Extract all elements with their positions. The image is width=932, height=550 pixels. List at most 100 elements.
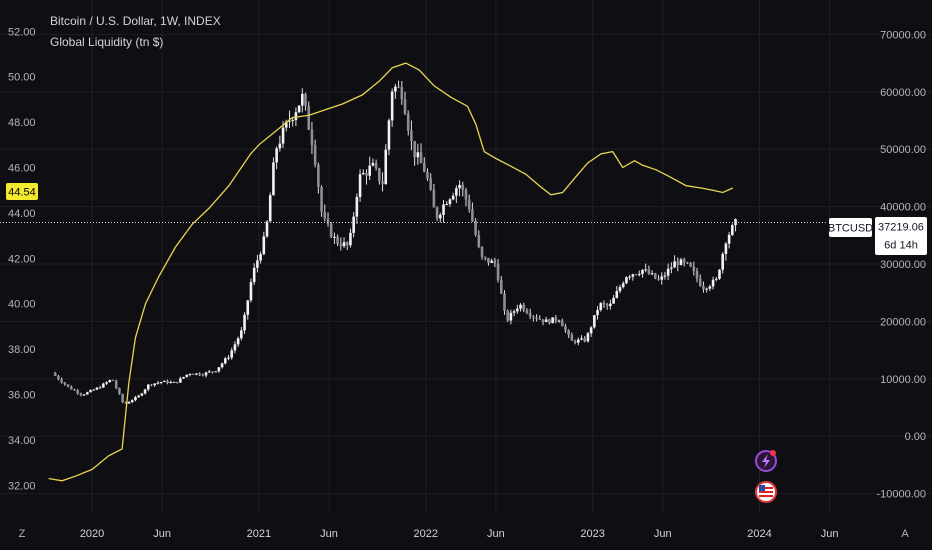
candle-body-104	[387, 120, 391, 150]
candle-body-69	[275, 148, 278, 163]
candle-body-122	[445, 204, 449, 206]
left-tick-10: 52.00	[8, 26, 36, 38]
candle-body-171	[602, 303, 606, 305]
candle-body-141	[506, 310, 509, 321]
candle-body-43	[191, 373, 195, 375]
candle-body-200	[695, 270, 699, 279]
candle-body-30	[150, 384, 153, 386]
candle-body-9	[82, 394, 86, 396]
price-tag: BTCUSD 37219.06 6d 14h	[828, 217, 927, 255]
log-scale-button[interactable]: Z	[19, 528, 26, 540]
candle-body-210	[727, 234, 731, 244]
candle-body-119	[435, 207, 439, 219]
candle-body-196	[682, 259, 686, 263]
candle-body-111	[410, 130, 413, 142]
candle-body-177	[621, 283, 625, 288]
candle-body-162	[573, 340, 577, 343]
right-tick-0: -10000.00	[876, 489, 926, 501]
candle-body-92	[349, 232, 352, 246]
candle-body-206	[714, 278, 718, 280]
left-tick-2: 36.00	[8, 390, 36, 402]
candle-body-58	[240, 330, 243, 339]
candle-body-114	[419, 152, 423, 164]
right-tick-3: 20000.00	[880, 316, 926, 328]
candle-body-148	[528, 313, 532, 317]
liquidity-tag-value: 44.54	[8, 187, 36, 199]
candle-body-46	[201, 375, 205, 377]
candle-body-73	[288, 120, 291, 122]
lightning-badge-icon[interactable]	[755, 450, 777, 472]
candle-body-22	[124, 402, 128, 404]
candle-body-42	[188, 373, 192, 375]
candle-body-20	[118, 388, 121, 395]
candle-body-158	[560, 320, 564, 327]
candle-body-203	[705, 288, 708, 290]
candle-body-135	[487, 257, 490, 263]
left-tick-0: 32.00	[8, 480, 36, 492]
left-axis: 32.00 34.00 36.00 38.00 40.00 42.00 44.00 46.00…	[8, 26, 36, 492]
candle-body-5	[69, 386, 73, 390]
candle-body-152	[541, 319, 545, 323]
auto-scale-button[interactable]: A	[901, 528, 909, 540]
candle-body-47	[204, 372, 208, 376]
candle-body-19	[114, 380, 118, 389]
candle-body-71	[281, 127, 285, 144]
candle-body-24	[130, 400, 134, 403]
candle-body-167	[589, 327, 593, 334]
candle-body-85	[326, 218, 330, 224]
candle-body-117	[429, 178, 432, 190]
candle-body-113	[416, 152, 420, 158]
candle-body-194	[676, 261, 680, 266]
right-tick-7: 60000.00	[880, 87, 926, 99]
left-tick-4: 40.00	[8, 299, 36, 311]
candle-body-31	[153, 383, 157, 386]
us-flag-icon[interactable]	[755, 481, 777, 503]
candle-body-95	[358, 174, 362, 198]
candle-body-168	[593, 315, 596, 328]
candle-body-105	[390, 91, 394, 121]
candle-body-161	[570, 334, 574, 341]
candle-body-128	[464, 189, 468, 200]
candle-body-78	[304, 93, 307, 106]
time-tick-7: Jun	[654, 528, 672, 540]
candle-body-3	[63, 382, 67, 385]
candle-body-144	[516, 308, 519, 312]
time-tick-6: 2023	[580, 528, 604, 540]
candle-body-205	[711, 279, 715, 287]
candle-body-11	[89, 390, 92, 393]
candle-body-189	[660, 276, 664, 280]
candle-body-180	[631, 274, 635, 277]
candle-body-207	[718, 269, 721, 279]
candle-body-34	[163, 380, 166, 382]
candle-body-27	[140, 393, 144, 396]
candle-body-15	[102, 383, 105, 388]
candle-body-45	[198, 373, 201, 376]
candle-body-36	[169, 382, 173, 384]
candle-body-18	[111, 379, 115, 381]
candle-body-64	[259, 254, 262, 261]
symbol-tag-bg	[829, 218, 872, 237]
candle-body-62	[252, 267, 256, 283]
candle-body-108	[400, 87, 404, 100]
candle-body-157	[557, 320, 561, 322]
candle-body-80	[310, 129, 314, 146]
candle-body-89	[339, 243, 343, 247]
candle-body-90	[342, 242, 346, 247]
candle-body-150	[535, 317, 538, 319]
price-tag-countdown: 6d 14h	[884, 240, 918, 252]
candle-body-131	[474, 221, 477, 236]
indicator-label: Global Liquidity (tn $)	[50, 35, 163, 49]
candle-body-169	[596, 310, 599, 316]
candle-body-174	[612, 297, 615, 304]
candle-body-130	[471, 209, 474, 222]
candle-body-99	[371, 162, 375, 166]
candle-body-202	[702, 285, 705, 290]
candle-body-98	[368, 165, 372, 176]
candle-body-115	[422, 163, 426, 172]
candle-body-149	[532, 316, 535, 318]
right-tick-2: 10000.00	[880, 374, 926, 386]
candle-body-142	[509, 312, 513, 321]
candle-body-192	[670, 267, 673, 269]
